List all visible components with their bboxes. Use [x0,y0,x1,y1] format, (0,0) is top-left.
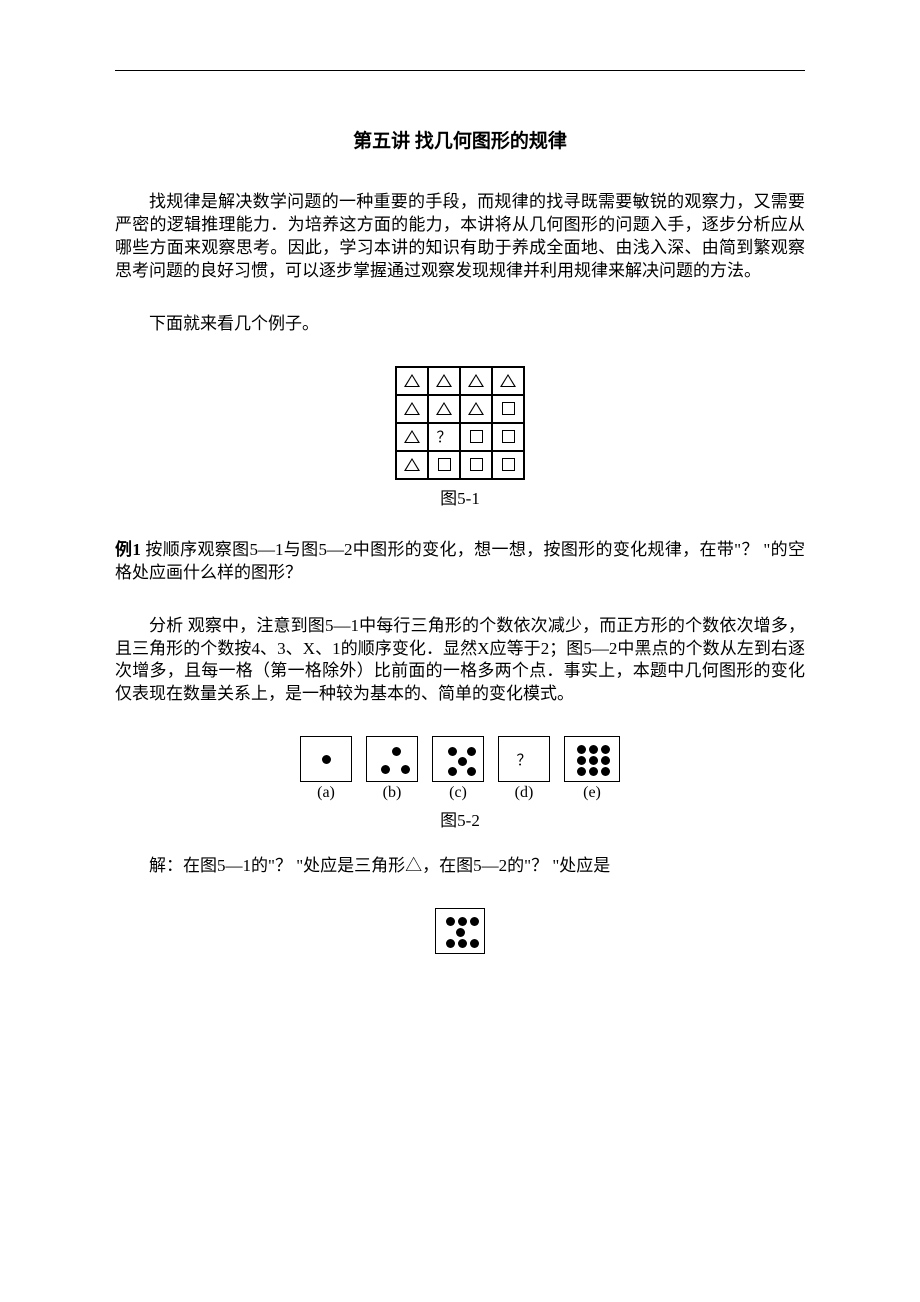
triangle-icon [404,402,420,415]
grid-cell [492,395,524,423]
dot-icon [589,767,598,776]
dotbox [366,736,418,782]
grid-cell [396,395,428,423]
grid-cell [396,367,428,395]
dot-icon [458,939,467,948]
figure-5-1-label: 图5-1 [440,484,480,509]
figure-5-2-item: (a) [300,736,352,802]
dotbox [564,736,620,782]
figure-5-1: ？ 图5-1 [115,366,805,509]
sub-label: (d) [515,784,534,802]
grid-cell [428,367,460,395]
lesson-title: 第五讲 找几何图形的规律 [115,126,805,153]
dot-icon [392,747,401,756]
triangle-icon [468,374,484,387]
dotbox [432,736,484,782]
grid-cell [428,395,460,423]
dot-icon [577,745,586,754]
dotbox: ？ [498,736,550,782]
dot-icon [448,767,457,776]
figure-5-2-item: (c) [432,736,484,802]
page: 第五讲 找几何图形的规律 找规律是解决数学问题的一种重要的手段，而规律的找寻既需… [0,0,920,954]
example-1-text: 按顺序观察图5—1与图5—2中图形的变化，想一想，按图形的变化规律，在带"？ "… [115,540,805,582]
figure-5-2-item: (e) [564,736,620,802]
dot-icon [589,756,598,765]
sub-label: (b) [383,784,402,802]
square-icon [438,458,451,471]
triangle-icon [500,374,516,387]
analysis-paragraph: 分析 观察中，注意到图5—1中每行三角形的个数依次减少，而正方形的个数依次增多，… [115,615,805,707]
question-mark: ？ [516,749,531,770]
figure-5-2-label: 图5-2 [440,806,480,831]
grid-cell [396,451,428,479]
figure-5-2-item: ？ (d) [498,736,550,802]
grid-cell [396,423,428,451]
example-1-label: 例1 [115,540,141,559]
dotbox [300,736,352,782]
question-mark: ？ [436,426,451,447]
dot-icon [589,745,598,754]
square-icon [502,458,515,471]
dot-icon [458,917,467,926]
example-1: 例1 按顺序观察图5—1与图5—2中图形的变化，想一想，按图形的变化规律，在带"… [115,539,805,585]
dot-icon [601,756,610,765]
dot-icon [577,756,586,765]
answer-dotbox [435,908,485,954]
square-icon [502,430,515,443]
dot-icon [322,755,331,764]
triangle-icon [436,374,452,387]
dot-icon [446,939,455,948]
dot-icon [470,917,479,926]
dot-icon [601,767,610,776]
grid-cell [460,451,492,479]
dot-icon [601,745,610,754]
dot-icon [470,939,479,948]
figure-5-2-row: (a) (b) (c) ？ (d) (e) [300,736,620,802]
square-icon [470,458,483,471]
grid-cell: ？ [428,423,460,451]
dot-icon [401,765,410,774]
dot-icon [456,928,465,937]
triangle-icon [436,402,452,415]
figure-5-1-grid: ？ [395,366,525,480]
triangle-icon [404,374,420,387]
dot-icon [577,767,586,776]
grid-cell [460,423,492,451]
lead-in: 下面就来看几个例子。 [115,313,805,336]
grid-cell [492,451,524,479]
dot-icon [458,757,467,766]
dot-icon [448,747,457,756]
dot-icon [446,917,455,926]
grid-cell [492,423,524,451]
grid-cell [460,395,492,423]
grid-cell [492,367,524,395]
figure-5-2-item: (b) [366,736,418,802]
dot-icon [467,747,476,756]
grid-cell [428,451,460,479]
dot-icon [381,765,390,774]
square-icon [502,402,515,415]
intro-paragraph: 找规律是解决数学问题的一种重要的手段，而规律的找寻既需要敏锐的观察力，又需要严密… [115,191,805,283]
figure-5-2: (a) (b) (c) ？ (d) (e) 图5-2 [115,736,805,831]
sub-label: (a) [317,784,335,802]
square-icon [470,430,483,443]
triangle-icon [468,402,484,415]
triangle-icon [404,430,420,443]
sub-label: (e) [583,784,601,802]
triangle-icon [404,458,420,471]
grid-cell [460,367,492,395]
top-rule [115,70,805,71]
sub-label: (c) [449,784,467,802]
dot-icon [467,767,476,776]
answer-figure [115,908,805,954]
solution-paragraph: 解：在图5—1的"？ "处应是三角形△，在图5—2的"？ "处应是 [115,855,805,878]
